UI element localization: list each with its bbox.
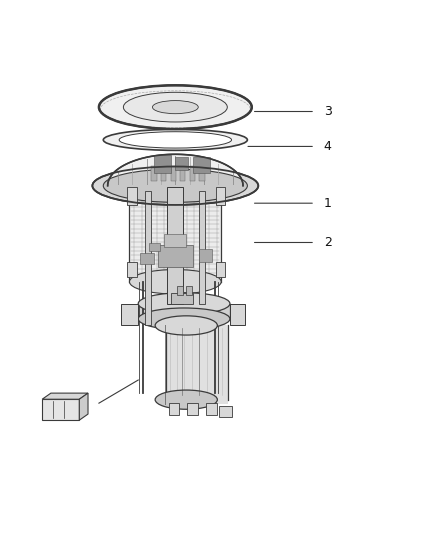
Text: 4: 4: [324, 140, 332, 153]
Bar: [180, 166, 185, 181]
Bar: [161, 166, 166, 181]
Bar: [215, 187, 225, 205]
Bar: [199, 191, 205, 304]
Bar: [167, 187, 183, 304]
Bar: [170, 166, 176, 181]
Bar: [151, 166, 156, 181]
Bar: [187, 403, 198, 415]
Text: 1: 1: [324, 197, 332, 209]
Ellipse shape: [103, 169, 247, 203]
Bar: [158, 245, 193, 266]
Bar: [153, 155, 171, 173]
Bar: [193, 157, 210, 173]
Bar: [219, 406, 232, 417]
Ellipse shape: [138, 308, 230, 330]
Bar: [141, 253, 153, 264]
Text: 3: 3: [324, 105, 332, 118]
Polygon shape: [108, 154, 243, 185]
Bar: [164, 234, 186, 247]
Ellipse shape: [130, 270, 221, 294]
Polygon shape: [42, 399, 79, 420]
Polygon shape: [199, 326, 228, 395]
Ellipse shape: [99, 85, 252, 129]
Polygon shape: [138, 304, 230, 319]
Polygon shape: [42, 393, 88, 399]
Bar: [206, 403, 217, 415]
Bar: [199, 167, 205, 181]
Bar: [169, 403, 180, 415]
Bar: [149, 244, 160, 251]
Bar: [127, 262, 137, 277]
Polygon shape: [79, 393, 88, 420]
Ellipse shape: [103, 130, 247, 150]
Ellipse shape: [138, 293, 230, 314]
Bar: [190, 166, 195, 181]
Text: 2: 2: [324, 236, 332, 249]
Bar: [171, 293, 193, 304]
Polygon shape: [166, 326, 228, 404]
Ellipse shape: [155, 390, 217, 409]
Bar: [215, 262, 225, 277]
Ellipse shape: [119, 132, 232, 148]
Bar: [175, 157, 188, 171]
Bar: [230, 304, 245, 326]
Bar: [145, 191, 151, 326]
Bar: [177, 286, 183, 295]
Polygon shape: [130, 187, 221, 282]
Bar: [121, 304, 138, 326]
Bar: [186, 286, 192, 295]
Bar: [199, 249, 212, 262]
Bar: [127, 187, 137, 205]
Ellipse shape: [124, 92, 227, 122]
Ellipse shape: [152, 101, 198, 114]
Ellipse shape: [92, 166, 258, 205]
Ellipse shape: [155, 316, 217, 335]
